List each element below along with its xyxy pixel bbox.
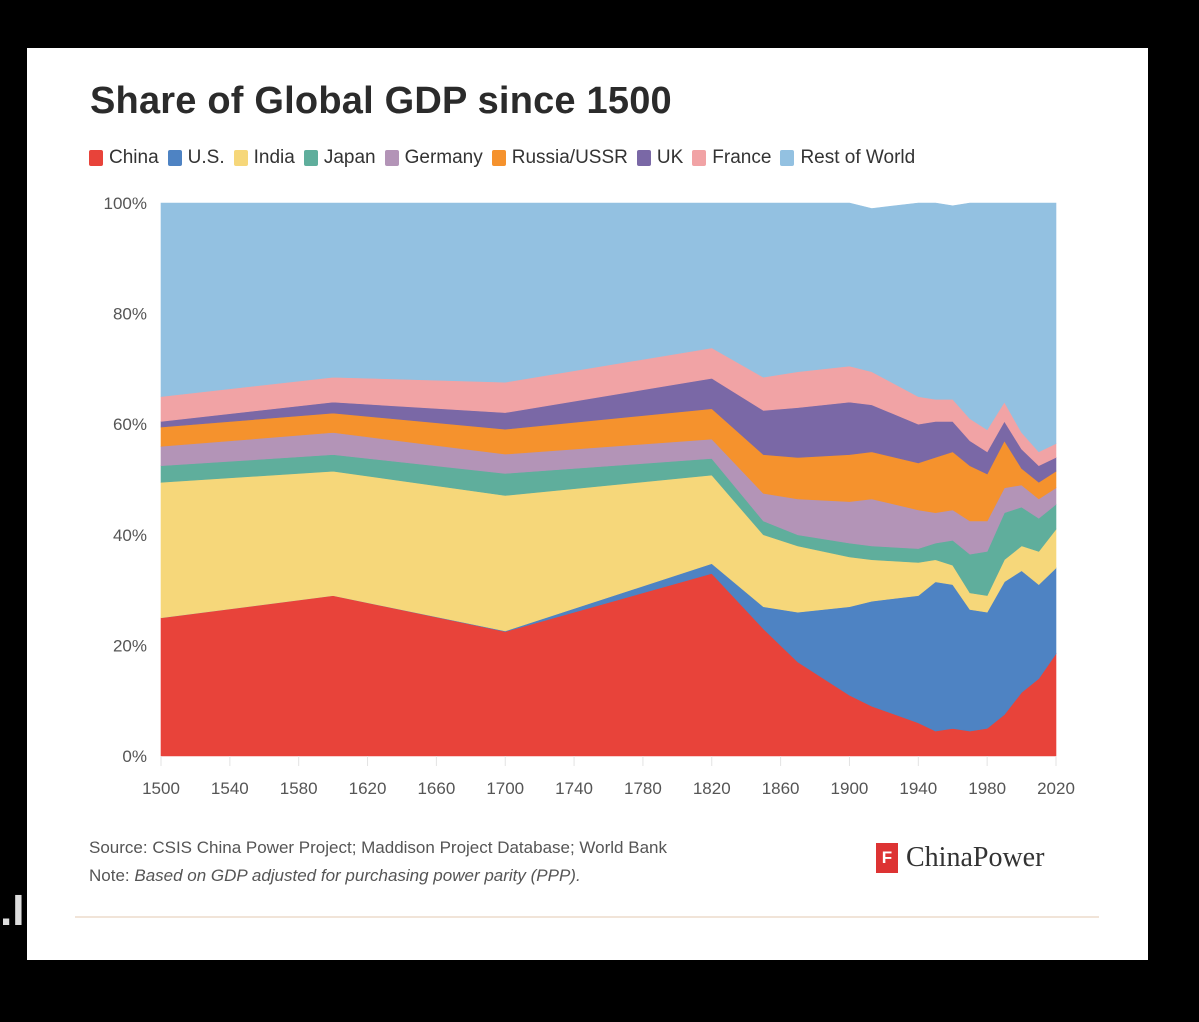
x-tick-label-1620: 1620 (349, 779, 387, 798)
legend-swatch-rest-of-world (780, 150, 795, 166)
legend-item-india: India (233, 147, 295, 169)
legend-label-india: India (253, 147, 295, 168)
legend-item-rest-of-world: Rest of World (780, 147, 915, 169)
legend-item-germany: Germany (384, 147, 483, 169)
chinapower-logo-icon: F (876, 843, 898, 873)
y-tick-label-0: 0% (122, 747, 147, 766)
source-line: Source: CSIS China Power Project; Maddis… (89, 834, 667, 862)
legend-item-china: China (89, 147, 159, 169)
legend-label-rest-of-world: Rest of World (800, 147, 916, 168)
note-label: Note: (89, 866, 130, 885)
x-tick-label-1540: 1540 (211, 779, 249, 798)
legend-item-russia-ussr: Russia/USSR (491, 147, 628, 169)
y-tick-label-20: 20% (113, 636, 147, 655)
source-label: Source: (89, 838, 148, 857)
x-tick-label-1820: 1820 (693, 779, 731, 798)
y-tick-label-80: 80% (113, 305, 147, 324)
legend-swatch-russia-ussr (491, 150, 506, 166)
legend-item-u-s: U.S. (167, 147, 225, 169)
legend-swatch-india (233, 150, 248, 166)
legend-label-germany: Germany (404, 147, 483, 168)
legend-swatch-uk (636, 150, 651, 166)
legend-swatch-u-s (167, 150, 182, 166)
legend-swatch-france (692, 150, 707, 166)
x-tick-label-1860: 1860 (762, 779, 800, 798)
legend-item-uk: UK (636, 147, 684, 169)
y-tick-label-100: 100% (104, 194, 147, 213)
background-side-mark: .I (0, 886, 22, 935)
chinapower-logo: F ChinaPower (876, 842, 1044, 874)
x-tick-label-1740: 1740 (555, 779, 593, 798)
area-rest-of-world (160, 202, 1057, 453)
x-tick-label-1940: 1940 (899, 779, 937, 798)
legend-swatch-china (89, 150, 103, 166)
x-tick-label-2020: 2020 (1037, 779, 1075, 798)
stacked-area-chart: 1500 1540 1580 1620 1660 1700 1740 1780 1820 1860… (104, 194, 1075, 798)
legend-label-china: China (109, 147, 159, 168)
note-text: Based on GDP adjusted for purchasing pow… (134, 866, 581, 885)
legend-label-uk: UK (656, 147, 684, 168)
x-tick-label-1780: 1780 (624, 779, 662, 798)
x-tick-label-1580: 1580 (280, 779, 318, 798)
legend-swatch-japan (303, 150, 318, 166)
y-tick-label-60: 60% (113, 415, 147, 434)
legend-label-u-s: U.S. (187, 147, 225, 168)
chart-card: Share of Global GDP since 1500 China U.S.… (27, 48, 1148, 960)
chinapower-logo-text: ChinaPower (906, 842, 1045, 873)
legend-label-russia-ussr: Russia/USSR (511, 147, 628, 168)
legend-item-france: France (692, 147, 771, 169)
note-line: Note: Based on GDP adjusted for purchasi… (89, 862, 667, 890)
x-tick-label-1980: 1980 (968, 779, 1006, 798)
source-text: CSIS China Power Project; Maddison Proje… (152, 838, 667, 857)
x-tick-label-1500: 1500 (142, 779, 180, 798)
chart-title: Share of Global GDP since 1500 (90, 80, 672, 122)
footer-divider (75, 916, 1099, 918)
legend-swatch-germany (384, 150, 399, 166)
legend-item-japan: Japan (303, 147, 376, 169)
legend-label-japan: Japan (323, 147, 376, 168)
y-tick-label-40: 40% (113, 526, 147, 545)
legend-label-france: France (712, 147, 772, 168)
x-tick-label-1700: 1700 (486, 779, 524, 798)
source-note: Source: CSIS China Power Project; Maddis… (89, 834, 667, 890)
chart-legend: China U.S. India Japan Germany Russia/USSR UK F… (89, 145, 924, 171)
x-tick-label-1900: 1900 (831, 779, 869, 798)
x-tick-label-1660: 1660 (417, 779, 455, 798)
